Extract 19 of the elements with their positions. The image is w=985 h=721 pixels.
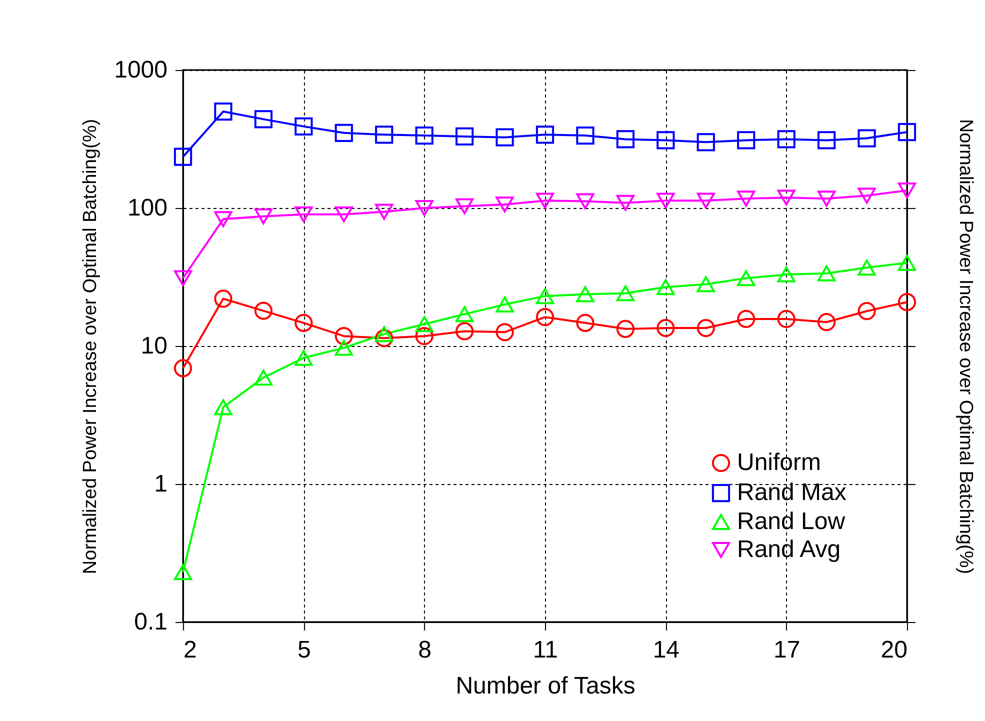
x-tick-label: 11 xyxy=(533,636,558,664)
legend-label: Uniform xyxy=(737,449,822,476)
y-tick-label: 10 xyxy=(140,332,168,360)
legend-label: Rand Low xyxy=(737,508,846,535)
y-tick-label: 100 xyxy=(127,194,168,222)
y-axis-title: Normalized Power Increase over Optimal Batching(%) xyxy=(80,118,102,574)
x-tick-label: 2 xyxy=(184,636,197,664)
y2-axis-title: Normalized Power Increase over Optimal Batching(%) xyxy=(955,118,976,574)
x-tick-label: 8 xyxy=(418,636,432,664)
x-tick-label: 14 xyxy=(652,636,680,664)
legend-label: Rand Max xyxy=(737,479,846,506)
x-tick-label: 20 xyxy=(880,636,908,664)
y-tick-label: 1000 xyxy=(114,56,168,84)
y-tick-label: 0.1 xyxy=(134,608,168,636)
x-tick-label: 5 xyxy=(297,636,311,664)
legend-label: Rand Avg xyxy=(737,536,841,563)
x-axis-title: Number of Tasks xyxy=(456,672,636,700)
x-tick-label: 17 xyxy=(773,636,800,664)
y-tick-label: 1 xyxy=(154,470,168,498)
